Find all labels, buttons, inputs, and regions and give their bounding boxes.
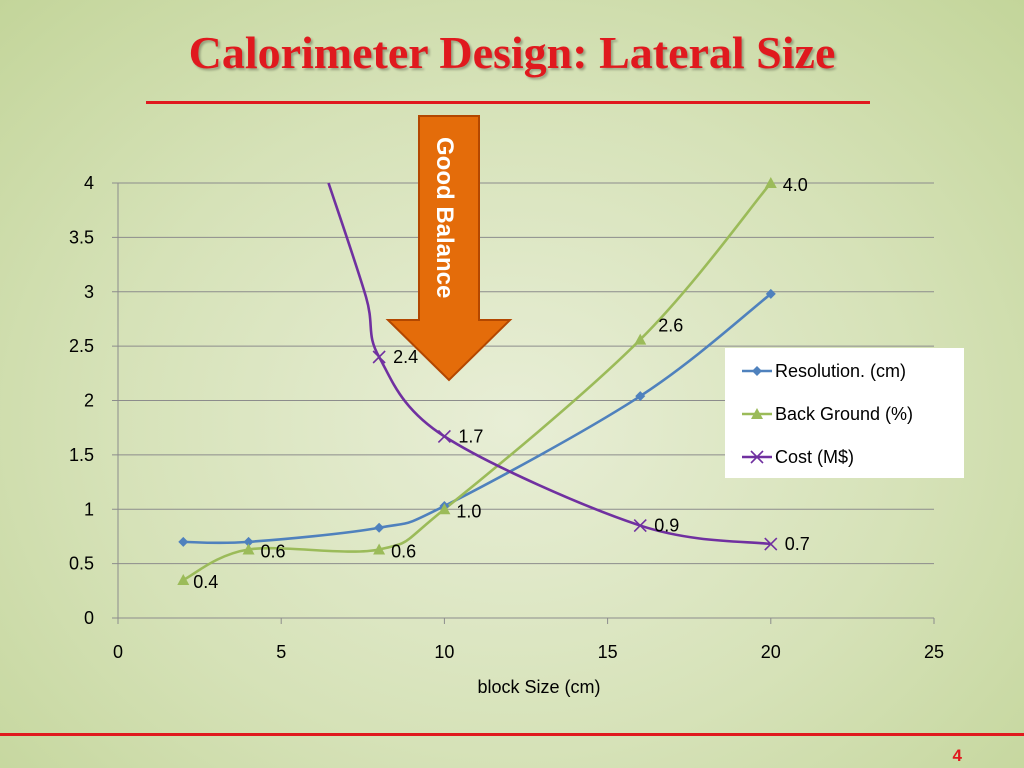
- data-label: 0.6: [261, 541, 286, 561]
- y-tick-label: 3: [84, 282, 94, 302]
- data-label: 0.6: [391, 541, 416, 561]
- data-point: [374, 522, 385, 533]
- legend-entry: Back Ground (%): [775, 404, 913, 424]
- down-arrow-shape: [385, 115, 513, 382]
- legend-entry: Cost (M$): [775, 447, 854, 467]
- data-label: 0.4: [193, 572, 218, 592]
- data-point: [178, 536, 189, 547]
- x-tick-label: 25: [924, 642, 944, 662]
- data-point: [764, 537, 778, 551]
- y-tick-label: 1: [84, 499, 94, 519]
- legend: Resolution. (cm) Back Ground (%) Cost (M$): [725, 348, 964, 478]
- legend-marker: [751, 408, 763, 419]
- axes: 0 0.5 1 1.5 2 2.5 3 3.5 4 0 5 10 15 20 25: [69, 173, 944, 662]
- data-point: [635, 391, 646, 402]
- data-point: [242, 543, 255, 555]
- data-point: [373, 543, 386, 555]
- good-balance-arrow: Good Balance: [385, 115, 513, 382]
- data-point: [243, 536, 254, 547]
- y-tick-label: 2: [84, 391, 94, 411]
- title-underline: [146, 101, 870, 104]
- x-axis-title: block Size (cm): [477, 677, 600, 697]
- data-point: [764, 177, 777, 188]
- legend-entry: Resolution. (cm): [775, 361, 906, 381]
- data-point: [177, 573, 190, 585]
- data-point: [634, 333, 647, 345]
- data-label: 2.4: [393, 347, 418, 367]
- data-labels: 0.4 0.6 0.6 1.0 2.6 4.0 2.4 1.7 0.9 0.7: [193, 175, 810, 592]
- x-tick-label: 5: [276, 642, 286, 662]
- data-point: [437, 429, 451, 443]
- data-label: 1.0: [456, 501, 481, 521]
- legend-marker: [752, 366, 762, 376]
- data-point: [438, 503, 451, 515]
- good-balance-label: Good Balance: [431, 137, 458, 298]
- x-tick-label: 15: [598, 642, 618, 662]
- y-tick-label: 3.5: [69, 227, 94, 247]
- data-point: [633, 518, 647, 533]
- data-label: 0.7: [785, 534, 810, 554]
- page-number: 4: [952, 746, 962, 765]
- y-tick-label: 2.5: [69, 336, 94, 356]
- y-tick-label: 0.5: [69, 554, 94, 574]
- data-label: 0.9: [654, 516, 679, 536]
- x-tick-label: 0: [113, 642, 123, 662]
- data-point: [765, 288, 776, 299]
- data-label: 2.6: [658, 316, 683, 336]
- data-label: 1.7: [458, 426, 483, 446]
- data-label: 4.0: [783, 175, 808, 195]
- slide-title: Calorimeter Design: Lateral Size: [188, 27, 836, 78]
- series-markers: [177, 177, 778, 585]
- legend-marker: [750, 450, 764, 464]
- footer-rule: [0, 733, 1024, 736]
- y-tick-label: 0: [84, 608, 94, 628]
- y-tick-label: 1.5: [69, 445, 94, 465]
- x-tick-label: 20: [761, 642, 781, 662]
- data-point: [372, 350, 386, 364]
- series-line: [327, 182, 771, 546]
- y-tick-label: 4: [84, 173, 94, 193]
- x-tick-label: 10: [434, 642, 454, 662]
